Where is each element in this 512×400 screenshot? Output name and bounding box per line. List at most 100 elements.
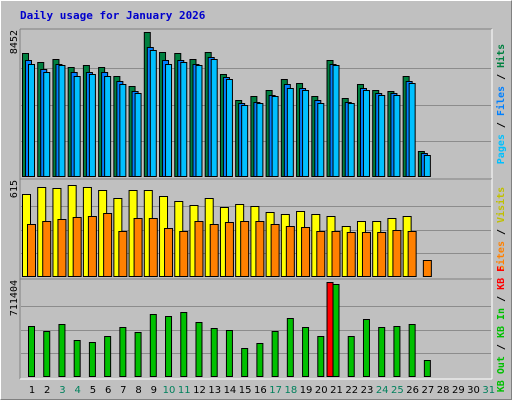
- visits-day-11: [174, 201, 189, 277]
- visits-bar-sites: [301, 227, 311, 277]
- visits-bar-sites: [194, 221, 204, 277]
- hits-bar-pages: [332, 65, 340, 177]
- kbytes-bar-kb-out: [271, 331, 279, 377]
- hits-bar-pages: [225, 79, 233, 177]
- kbytes-bar-kb-out: [393, 326, 401, 377]
- x-tick-label: 28: [437, 385, 450, 396]
- x-tick-label: 22: [345, 385, 358, 396]
- kbytes-day-10: [165, 316, 173, 377]
- kbytes-day-26: [408, 324, 416, 377]
- visits-bar-sites: [87, 216, 97, 277]
- legend-item: Pages: [496, 134, 507, 164]
- hits-day-10: [159, 52, 173, 177]
- hits-day-14: [219, 74, 233, 177]
- kbytes-bar-kb-out: [195, 322, 203, 377]
- x-tick-label: 16: [254, 385, 267, 396]
- visits-day-17: [265, 212, 280, 277]
- hits-bar-pages: [58, 65, 66, 177]
- x-tick-label: 17: [269, 385, 282, 396]
- visits-day-25: [387, 218, 402, 277]
- kbytes-day-6: [104, 336, 112, 377]
- hits-bar-pages: [149, 50, 157, 177]
- hits-day-7: [113, 76, 127, 177]
- kbytes-bar-kb-out: [134, 332, 142, 377]
- hits-day-25: [387, 91, 401, 177]
- x-tick-label: 2: [44, 385, 50, 396]
- kbytes-bar-kb-out: [241, 348, 249, 377]
- kbytes-day-4: [73, 340, 81, 377]
- x-tick-label: 4: [74, 385, 80, 396]
- hits-bar-pages: [104, 76, 112, 177]
- visits-bar-sites: [422, 260, 432, 277]
- kbytes-day-22: [347, 336, 355, 377]
- kbytes-day-15: [241, 348, 249, 377]
- hits-day-4: [67, 67, 81, 177]
- visits-day-6: [98, 190, 113, 277]
- x-tick-label: 6: [105, 385, 111, 396]
- hits-bar-pages: [362, 90, 370, 177]
- visits-ymax-label: 615: [9, 180, 20, 198]
- kbytes-bar-kb-out: [149, 314, 157, 377]
- visits-bar-sites: [240, 221, 250, 277]
- hits-bar-pages: [73, 76, 81, 177]
- kbytes-bar-kb-out: [256, 343, 264, 377]
- hits-bar-pages: [210, 59, 218, 177]
- visits-day-8: [128, 190, 143, 277]
- visits-bar-sites: [316, 231, 326, 277]
- hits-day-19: [296, 83, 310, 177]
- legend-item: KB Out: [496, 356, 507, 392]
- visits-bar-sites: [377, 232, 387, 277]
- visits-bar-sites: [331, 231, 341, 277]
- visits-bar-sites: [103, 213, 113, 277]
- kbytes-day-19: [302, 327, 310, 377]
- visits-day-4: [67, 185, 82, 277]
- hits-ymax-label: 8452: [9, 30, 20, 54]
- kbytes-bar-kb-out: [210, 328, 218, 377]
- hits-bar-pages: [347, 103, 355, 177]
- kbytes-bar-kb-out: [378, 327, 386, 377]
- x-tick-label: 13: [208, 385, 221, 396]
- x-tick-label: 24: [376, 385, 389, 396]
- legend-item: KB In: [496, 308, 507, 338]
- visits-day-24: [372, 221, 387, 277]
- visits-day-19: [296, 211, 311, 277]
- visits-bar-sites: [224, 222, 234, 277]
- legend-item: Sites: [495, 241, 507, 271]
- x-tick-label: 29: [452, 385, 465, 396]
- visits-bar-sites: [118, 231, 128, 277]
- visits-bar-sites: [179, 231, 189, 277]
- kbytes-bar-kb-out: [28, 326, 35, 377]
- x-tick-label: 10: [163, 385, 176, 396]
- visits-day-18: [280, 214, 295, 277]
- visits-day-15: [235, 204, 250, 277]
- visits-bar-sites: [72, 217, 82, 277]
- kbytes-day-18: [286, 318, 294, 377]
- legend-separator: /: [496, 68, 507, 86]
- visits-bar-sites: [148, 218, 158, 277]
- visits-bar-sites: [164, 228, 174, 277]
- x-tick-label: 11: [178, 385, 191, 396]
- visits-bar-sites: [407, 231, 417, 277]
- kbytes-ymax-label: 711404: [9, 280, 20, 316]
- visits-bar-sites: [57, 219, 67, 277]
- kbytes-day-3: [58, 324, 66, 377]
- hits-day-8: [128, 86, 142, 177]
- kbytes-day-16: [256, 343, 264, 377]
- kbytes-bar-kb-out: [286, 318, 294, 377]
- visits-day-3: [52, 188, 67, 277]
- kbytes-bar-kb-out: [347, 336, 355, 377]
- kbytes-bar-kb-out: [165, 316, 173, 377]
- hits-day-6: [98, 67, 112, 177]
- legend-item: Hits: [495, 44, 507, 68]
- hits-day-17: [265, 90, 279, 177]
- hits-bar-pages: [134, 93, 142, 177]
- kbytes-day-2: [43, 331, 51, 377]
- x-tick-label: 15: [239, 385, 252, 396]
- visits-bar-sites: [270, 224, 280, 277]
- hits-day-1: [22, 53, 35, 177]
- kbytes-bar-kb-out: [362, 319, 370, 377]
- hits-bar-pages: [286, 88, 294, 177]
- hits-day-24: [372, 90, 386, 177]
- visits-day-10: [159, 196, 174, 277]
- legend-separator: /: [496, 223, 507, 241]
